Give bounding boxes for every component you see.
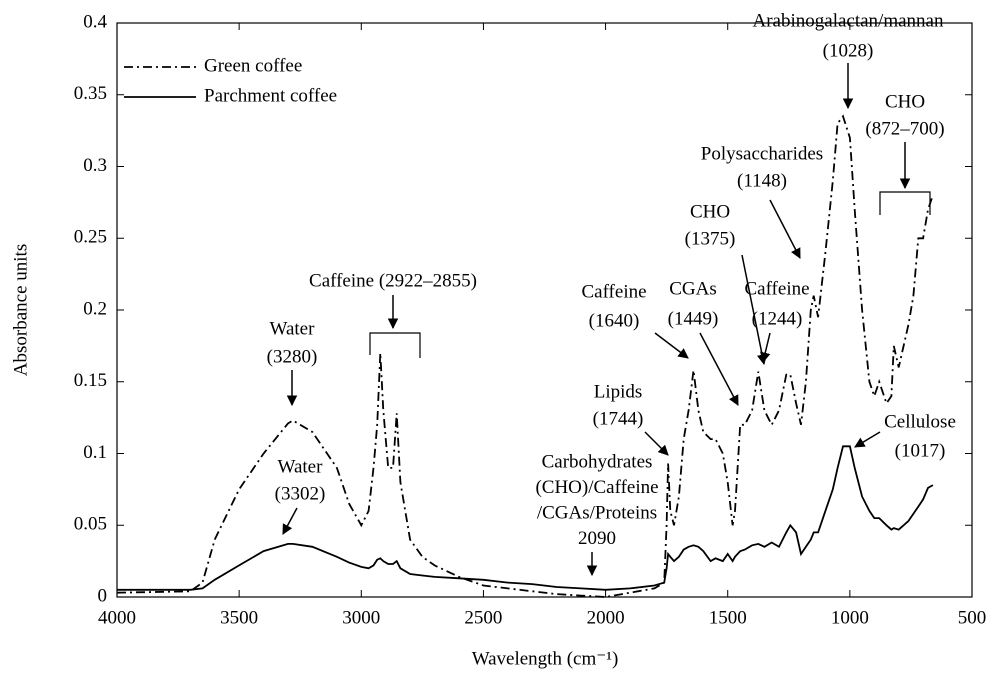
annotation-text: (1449) — [668, 308, 719, 329]
x-axis-label: Wavelength (cm⁻¹) — [472, 648, 619, 669]
annotation-text: CGAs — [669, 278, 717, 299]
y-tick-label: 0 — [98, 585, 108, 606]
legend-label: Green coffee — [204, 55, 302, 76]
annotation-text: (1017) — [895, 440, 946, 461]
annotation-arrow — [699, 332, 739, 406]
annotation-text: Water — [270, 318, 316, 339]
annotation-arrow — [282, 507, 298, 535]
annotation-text: Water — [278, 456, 324, 477]
annotation-text: Polysaccharides — [701, 143, 823, 164]
annotation-text: Carbohydrates — [542, 451, 653, 472]
x-tick-label: 2500 — [464, 607, 502, 628]
y-tick-label: 0.35 — [74, 83, 107, 104]
y-tick-label: 0.05 — [74, 514, 107, 535]
annotation-arrow — [654, 332, 689, 359]
annotation-text: (1244) — [752, 308, 803, 329]
annotation-arrow — [760, 332, 771, 364]
annotation-arrow — [741, 254, 768, 366]
annotation-text: (1028) — [823, 40, 874, 61]
data-line — [117, 445, 934, 591]
y-tick-label: 0.4 — [83, 11, 107, 32]
legend-label: Parchment coffee — [204, 85, 337, 106]
annotation-text: (1744) — [593, 408, 644, 429]
y-tick-label: 0.25 — [74, 227, 107, 248]
annotation-text: Caffeine (2922–2855) — [309, 270, 477, 291]
annotation-text: (3280) — [267, 346, 318, 367]
bracket — [369, 332, 421, 358]
annotation-text: (1640) — [589, 310, 640, 331]
annotation-text: CHO — [885, 91, 925, 112]
annotation-text: 2090 — [578, 528, 616, 549]
annotation-text: Caffeine — [581, 281, 646, 302]
y-tick-label: 0.3 — [83, 155, 107, 176]
annotation-text: Arabinogalactan/mannan — [753, 10, 944, 31]
x-tick-label: 3500 — [220, 607, 258, 628]
annotation-arrow — [854, 431, 881, 448]
x-tick-label: 3000 — [342, 607, 380, 628]
annotation-text: Lipids — [594, 381, 643, 402]
annotation-text: (3302) — [275, 483, 326, 504]
bracket — [879, 191, 931, 215]
x-tick-label: 4000 — [98, 607, 136, 628]
annotation-text: Cellulose — [884, 411, 956, 432]
x-tick-label: 1500 — [709, 607, 747, 628]
annotation-text: (1148) — [737, 170, 787, 191]
y-tick-label: 0.15 — [74, 370, 107, 391]
y-axis-label: Absorbance units — [10, 244, 31, 376]
annotation-text: /CGAs/Proteins — [537, 502, 657, 523]
annotation-text: (872–700) — [865, 118, 944, 139]
annotation-arrow — [769, 199, 801, 259]
data-line — [116, 114, 934, 598]
annotation-arrow — [644, 431, 669, 456]
annotation-text: CHO — [690, 201, 730, 222]
x-tick-label: 500 — [958, 607, 987, 628]
y-tick-label: 0.2 — [83, 298, 107, 319]
annotation-text: (CHO)/Caffeine — [535, 477, 658, 498]
annotation-text: (1375) — [685, 228, 736, 249]
annotation-text: Caffeine — [744, 278, 809, 299]
x-tick-label: 1000 — [831, 607, 869, 628]
x-tick-label: 2000 — [587, 607, 625, 628]
y-tick-label: 0.1 — [83, 442, 107, 463]
